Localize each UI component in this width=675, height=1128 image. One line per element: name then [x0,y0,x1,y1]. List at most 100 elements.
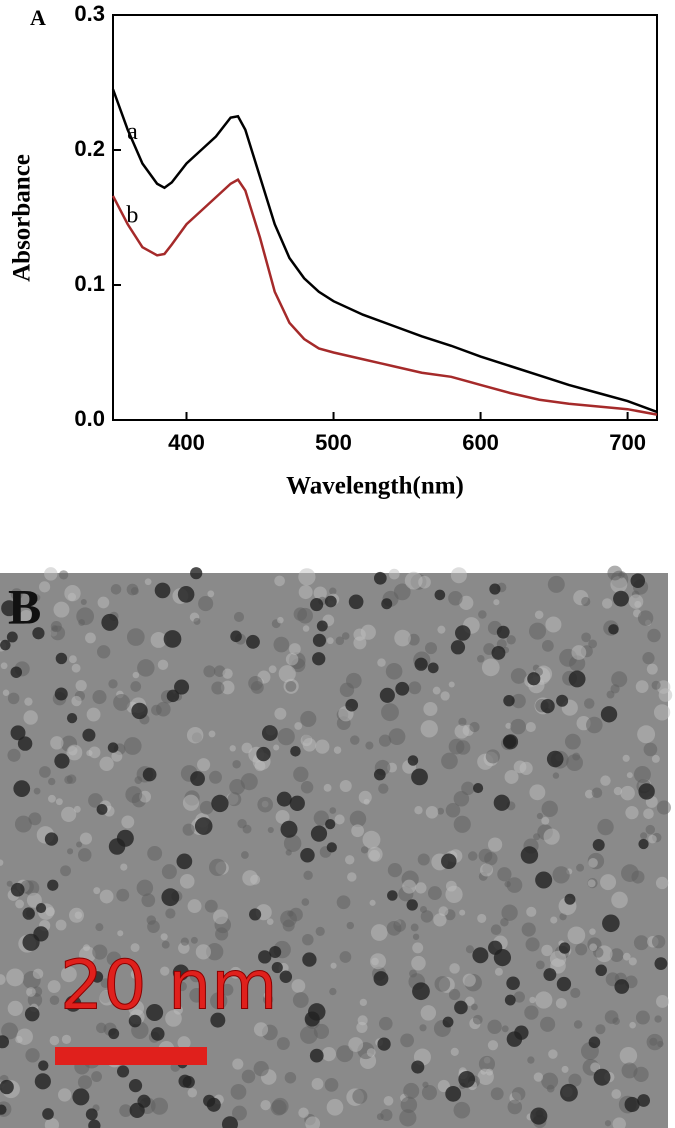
texture [7,1000,23,1017]
texture [643,808,654,820]
texture [130,587,139,595]
texture [33,787,41,795]
texture [14,815,32,833]
texture [207,590,215,598]
texture [467,851,478,861]
texture [7,748,21,762]
nanoparticle [10,666,23,678]
texture [274,707,287,720]
nanoparticle [279,970,293,983]
texture [524,1005,539,1020]
texture [643,742,658,757]
nanoparticle [246,634,260,649]
texture [195,944,211,960]
nanoparticle [88,1119,101,1128]
texture [273,636,290,653]
nanoparticle [55,652,68,665]
texture [357,1015,368,1026]
texture [329,987,337,996]
texture [546,1084,555,1093]
texture [285,680,297,692]
nanoparticle [10,882,25,897]
texture [394,629,411,647]
nanoparticle [427,662,439,674]
texture [347,872,357,882]
nanoparticle [42,1108,54,1120]
texture [506,877,523,893]
texture [561,1065,569,1073]
texture [267,826,274,834]
texture [610,684,620,694]
nanoparticle [190,771,205,786]
nanoparticle [190,567,203,580]
texture [208,730,216,738]
texture [93,887,101,895]
texture [150,1097,169,1115]
nanoparticle [35,902,47,914]
texture [511,693,526,709]
texture [622,952,631,961]
nanoparticle [442,1016,454,1028]
nanoparticle [230,630,242,643]
nanoparticle [258,950,272,964]
texture [656,800,672,815]
texture [0,859,4,866]
texture [53,601,70,618]
texture [88,793,103,808]
nanoparticle [316,620,328,632]
series-label: a [127,119,138,145]
texture [388,568,400,580]
nanoparticle [249,908,262,921]
texture [411,955,426,971]
nanoparticle [502,734,519,750]
texture [161,940,170,949]
nanoparticle [560,1083,578,1102]
texture [378,783,389,794]
texture [589,943,598,952]
texture [187,899,202,914]
texture [303,870,313,881]
texture [250,874,261,885]
nanoparticle [406,899,418,911]
nanoparticle [454,1000,468,1015]
texture [461,781,475,796]
nanoparticle [65,995,82,1012]
texture [419,1024,427,1032]
texture [541,640,554,652]
nanoparticle [324,595,337,608]
texture [67,848,74,855]
texture [378,734,392,747]
texture [604,1120,612,1127]
nanoparticle [377,1037,391,1051]
texture [525,722,536,733]
texture [266,918,274,925]
nanoparticle [373,768,386,781]
nanoparticle [108,838,126,855]
texture [400,1096,418,1114]
nanoparticle [146,1003,164,1022]
texture [240,773,258,791]
texture [571,645,587,660]
texture [633,935,649,951]
texture [543,828,560,845]
texture [547,575,565,593]
texture [268,665,277,674]
nanoparticle [593,1068,611,1086]
nanoparticle [450,640,466,655]
texture [487,1040,499,1051]
texture [651,680,661,690]
texture [165,1010,182,1027]
texture [595,1024,606,1035]
texture [113,693,130,711]
nanoparticle [309,1048,324,1063]
texture [485,1068,493,1076]
y-tick-label: 0.0 [74,406,105,431]
texture [126,628,145,646]
texture [414,806,423,815]
texture [607,565,623,581]
nanoparticle [85,1108,98,1121]
texture [189,987,205,1003]
texture [453,1101,471,1119]
nanoparticle [166,689,180,703]
texture [651,754,660,763]
